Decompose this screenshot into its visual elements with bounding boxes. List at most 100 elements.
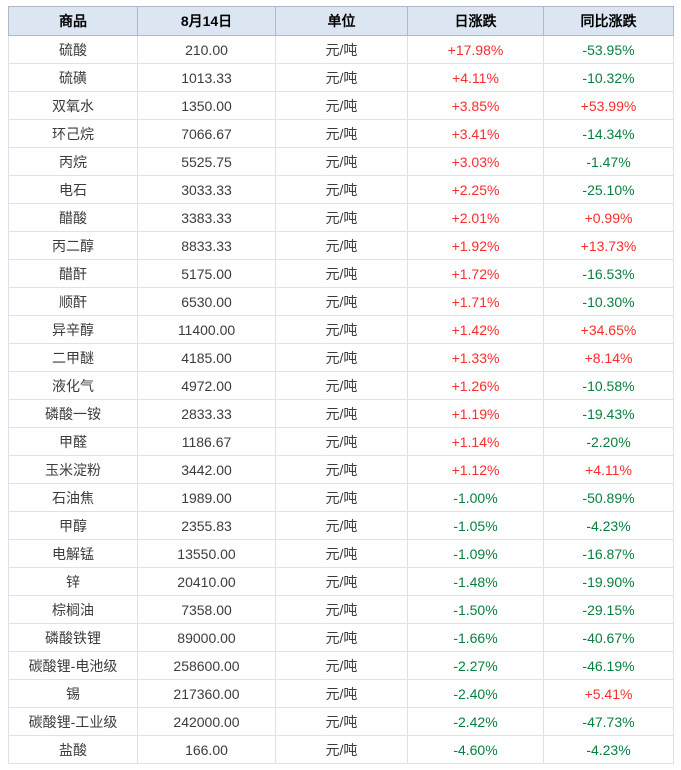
- cell-unit: 元/吨: [275, 259, 408, 288]
- cell-unit: 元/吨: [275, 707, 408, 736]
- cell-daily-change: +1.26%: [407, 371, 544, 400]
- cell-daily-change: -1.05%: [407, 511, 544, 540]
- cell-product: 顺酐: [8, 287, 138, 316]
- cell-unit: 元/吨: [275, 119, 408, 148]
- cell-yoy-change: +8.14%: [543, 343, 674, 372]
- cell-daily-change: -1.66%: [407, 623, 544, 652]
- commodity-price-table: 商品 8月14日 单位 日涨跌 同比涨跌 硫酸 210.00 元/吨 +17.9…: [8, 6, 674, 764]
- cell-product: 硫磺: [8, 63, 138, 92]
- cell-yoy-change: -16.87%: [543, 539, 674, 568]
- header-daily-change: 日涨跌: [407, 6, 544, 36]
- cell-price: 210.00: [137, 35, 276, 64]
- cell-unit: 元/吨: [275, 595, 408, 624]
- table-row: 锡 217360.00 元/吨 -2.40% +5.41%: [8, 679, 674, 708]
- cell-unit: 元/吨: [275, 735, 408, 764]
- cell-price: 5525.75: [137, 147, 276, 176]
- cell-yoy-change: -25.10%: [543, 175, 674, 204]
- cell-yoy-change: -4.23%: [543, 511, 674, 540]
- cell-price: 13550.00: [137, 539, 276, 568]
- cell-unit: 元/吨: [275, 511, 408, 540]
- cell-product: 醋酐: [8, 259, 138, 288]
- cell-unit: 元/吨: [275, 287, 408, 316]
- cell-daily-change: +17.98%: [407, 35, 544, 64]
- cell-yoy-change: -14.34%: [543, 119, 674, 148]
- cell-product: 碳酸锂-电池级: [8, 651, 138, 680]
- cell-product: 锌: [8, 567, 138, 596]
- table-row: 液化气 4972.00 元/吨 +1.26% -10.58%: [8, 371, 674, 400]
- cell-product: 磷酸铁锂: [8, 623, 138, 652]
- cell-yoy-change: -1.47%: [543, 147, 674, 176]
- cell-price: 7358.00: [137, 595, 276, 624]
- cell-price: 1350.00: [137, 91, 276, 120]
- cell-daily-change: +1.14%: [407, 427, 544, 456]
- table-row: 丙烷 5525.75 元/吨 +3.03% -1.47%: [8, 147, 674, 176]
- cell-price: 6530.00: [137, 287, 276, 316]
- cell-product: 丙二醇: [8, 231, 138, 260]
- cell-unit: 元/吨: [275, 455, 408, 484]
- header-unit: 单位: [275, 6, 408, 36]
- cell-price: 20410.00: [137, 567, 276, 596]
- cell-product: 石油焦: [8, 483, 138, 512]
- cell-price: 1989.00: [137, 483, 276, 512]
- cell-yoy-change: -29.15%: [543, 595, 674, 624]
- cell-unit: 元/吨: [275, 343, 408, 372]
- cell-price: 89000.00: [137, 623, 276, 652]
- cell-product: 锡: [8, 679, 138, 708]
- cell-product: 醋酸: [8, 203, 138, 232]
- table-row: 醋酸 3383.33 元/吨 +2.01% +0.99%: [8, 203, 674, 232]
- cell-product: 异辛醇: [8, 315, 138, 344]
- table-row: 甲醇 2355.83 元/吨 -1.05% -4.23%: [8, 511, 674, 540]
- cell-yoy-change: -46.19%: [543, 651, 674, 680]
- cell-daily-change: -1.09%: [407, 539, 544, 568]
- cell-price: 5175.00: [137, 259, 276, 288]
- cell-daily-change: -4.60%: [407, 735, 544, 764]
- cell-product: 碳酸锂-工业级: [8, 707, 138, 736]
- cell-daily-change: +1.92%: [407, 231, 544, 260]
- cell-unit: 元/吨: [275, 315, 408, 344]
- cell-price: 4185.00: [137, 343, 276, 372]
- cell-yoy-change: -19.43%: [543, 399, 674, 428]
- cell-yoy-change: +34.65%: [543, 315, 674, 344]
- cell-yoy-change: -53.95%: [543, 35, 674, 64]
- table-row: 双氧水 1350.00 元/吨 +3.85% +53.99%: [8, 91, 674, 120]
- cell-product: 甲醇: [8, 511, 138, 540]
- cell-daily-change: +4.11%: [407, 63, 544, 92]
- cell-price: 2355.83: [137, 511, 276, 540]
- header-date-price: 8月14日: [137, 6, 276, 36]
- cell-unit: 元/吨: [275, 147, 408, 176]
- cell-yoy-change: -47.73%: [543, 707, 674, 736]
- cell-daily-change: -1.50%: [407, 595, 544, 624]
- cell-product: 硫酸: [8, 35, 138, 64]
- cell-price: 2833.33: [137, 399, 276, 428]
- table-row: 电解锰 13550.00 元/吨 -1.09% -16.87%: [8, 539, 674, 568]
- cell-price: 242000.00: [137, 707, 276, 736]
- cell-unit: 元/吨: [275, 203, 408, 232]
- cell-product: 二甲醚: [8, 343, 138, 372]
- cell-product: 盐酸: [8, 735, 138, 764]
- cell-daily-change: +1.72%: [407, 259, 544, 288]
- cell-product: 双氧水: [8, 91, 138, 120]
- cell-unit: 元/吨: [275, 679, 408, 708]
- cell-yoy-change: +53.99%: [543, 91, 674, 120]
- cell-yoy-change: +13.73%: [543, 231, 674, 260]
- cell-price: 1186.67: [137, 427, 276, 456]
- cell-daily-change: +3.85%: [407, 91, 544, 120]
- cell-daily-change: +3.41%: [407, 119, 544, 148]
- cell-unit: 元/吨: [275, 91, 408, 120]
- cell-yoy-change: +0.99%: [543, 203, 674, 232]
- cell-unit: 元/吨: [275, 231, 408, 260]
- cell-yoy-change: -10.58%: [543, 371, 674, 400]
- cell-product: 液化气: [8, 371, 138, 400]
- cell-price: 217360.00: [137, 679, 276, 708]
- cell-daily-change: -2.40%: [407, 679, 544, 708]
- cell-yoy-change: -19.90%: [543, 567, 674, 596]
- cell-unit: 元/吨: [275, 371, 408, 400]
- table-row: 醋酐 5175.00 元/吨 +1.72% -16.53%: [8, 259, 674, 288]
- table-row: 碳酸锂-工业级 242000.00 元/吨 -2.42% -47.73%: [8, 707, 674, 736]
- table-row: 顺酐 6530.00 元/吨 +1.71% -10.30%: [8, 287, 674, 316]
- cell-daily-change: -2.42%: [407, 707, 544, 736]
- cell-product: 玉米淀粉: [8, 455, 138, 484]
- cell-yoy-change: -2.20%: [543, 427, 674, 456]
- cell-product: 环己烷: [8, 119, 138, 148]
- table-row: 甲醛 1186.67 元/吨 +1.14% -2.20%: [8, 427, 674, 456]
